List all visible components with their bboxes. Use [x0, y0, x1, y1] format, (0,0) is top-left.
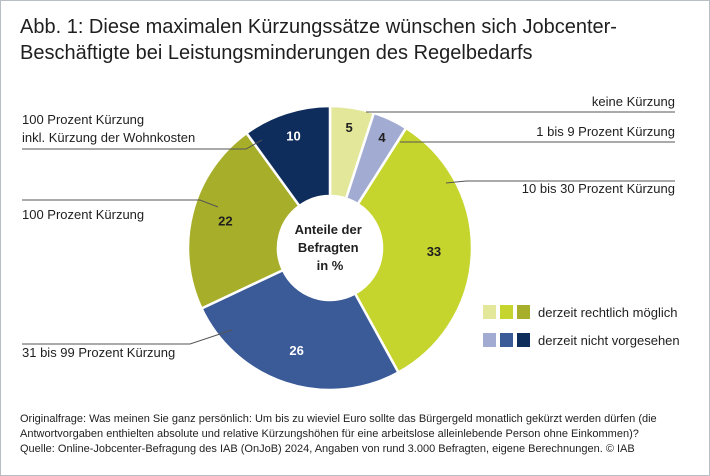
leader-line-group: [22, 111, 675, 345]
value-label-keine-k-rzung: 5: [345, 120, 352, 135]
footnote-source: Quelle: Online-Jobcenter-Befragung des I…: [20, 443, 635, 455]
legend-swatch-derzeit-nicht-vorgesehen-2: [500, 333, 513, 347]
legend-swatch-derzeit-nicht-vorgesehen-3: [517, 333, 530, 347]
center-label-line-2: Befragten: [298, 240, 359, 255]
footnote-question-line-2: Antwortvorgaben enthielten absolute und …: [20, 428, 639, 440]
value-label-31-bis-99-prozent-k-rzung: 26: [289, 343, 303, 358]
leader-line-10-bis-30-prozent-k-rzung: [445, 180, 675, 184]
value-label-100-prozent-k-rzung: 22: [218, 214, 232, 229]
legend: derzeit rechtlich möglich derzeit nicht v…: [483, 305, 680, 348]
value-label-10-bis-30-prozent-k-rzung: 33: [427, 244, 441, 259]
slice-10-bis-30-prozent-k-rzung: [353, 126, 474, 375]
category-label-keine-k-rzung: keine Kürzung: [592, 94, 675, 109]
slice-31-bis-99-prozent-k-rzung: [199, 268, 401, 392]
legend-label-derzeit-nicht-vorgesehen: derzeit nicht vorgesehen: [538, 333, 680, 348]
footnote: Originalfrage: Was meinen Sie ganz persö…: [20, 412, 700, 457]
footnote-question-line-1: Originalfrage: Was meinen Sie ganz persö…: [20, 413, 657, 425]
legend-swatch-derzeit-rechtlich-m-glich-1: [483, 305, 496, 319]
chart-title-line-2: Beschäftigte bei Leistungsminderungen de…: [20, 42, 533, 64]
center-label-line-3: in %: [317, 258, 344, 273]
value-label-100-prozent-k-rzung-inkl-k-rzung-der-wohnkosten: 10: [286, 128, 300, 143]
category-label-100-prozent-k-rzung-inkl-k-rzung-der-wohnkosten-line-1: 100 Prozent Kürzung: [22, 112, 144, 127]
center-label: Anteile der Befragten in %: [295, 222, 366, 273]
category-label-10-bis-30-prozent-k-rzung: 10 bis 30 Prozent Kürzung: [522, 181, 675, 196]
category-label-100-prozent-k-rzung: 100 Prozent Kürzung: [22, 207, 144, 222]
category-label-group: keine Kürzung 1 bis 9 Prozent Kürzung 10 b…: [22, 94, 675, 360]
category-label-100-prozent-k-rzung-inkl-k-rzung-der-wohnkosten-line-2: inkl. Kürzung der Wohnkosten: [22, 130, 195, 145]
slice-group: [186, 104, 474, 392]
legend-swatch-derzeit-nicht-vorgesehen-1: [483, 333, 496, 347]
leader-line-100-prozent-k-rzung: [22, 199, 219, 208]
category-label-31-bis-99-prozent-k-rzung: 31 bis 99 Prozent Kürzung: [22, 345, 175, 360]
legend-swatch-derzeit-rechtlich-m-glich-3: [517, 305, 530, 319]
leader-line-100-prozent-k-rzung-inkl-k-rzung-der-wohnkosten: [22, 139, 263, 150]
slice-100-prozent-k-rzung: [186, 131, 302, 311]
category-label-1-bis-9-prozent-k-rzung: 1 bis 9 Prozent Kürzung: [536, 124, 675, 139]
leader-line-31-bis-99-prozent-k-rzung: [22, 329, 233, 345]
chart-title: Abb. 1: Diese maximalen Kürzungssätze wü…: [20, 14, 690, 66]
value-label-1-bis-9-prozent-k-rzung: 4: [378, 130, 386, 145]
value-label-group: 5 4 33 26 22 10: [218, 120, 441, 358]
slice-100-prozent-k-rzung-inkl-k-rzung-der-wohnkosten: [244, 104, 332, 208]
legend-label-derzeit-rechtlich-m-glich: derzeit rechtlich möglich: [538, 305, 677, 320]
chart-title-line-1: Abb. 1: Diese maximalen Kürzungssätze wü…: [20, 16, 617, 38]
legend-swatch-derzeit-rechtlich-m-glich-2: [500, 305, 513, 319]
center-label-line-1: Anteile der: [295, 222, 362, 237]
